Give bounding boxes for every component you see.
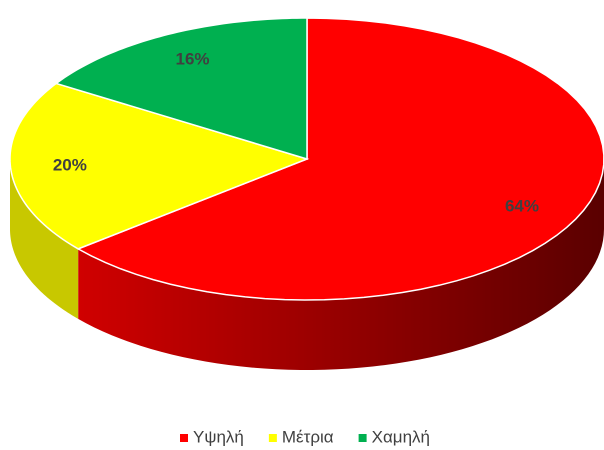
legend-label: Υψηλή xyxy=(193,427,244,446)
legend-swatch xyxy=(358,434,367,442)
legend-swatch xyxy=(180,434,188,442)
data-label: 20% xyxy=(53,156,87,175)
slice xyxy=(54,17,308,161)
data-label: 16% xyxy=(176,50,210,69)
slice xyxy=(76,17,604,301)
slice-side xyxy=(10,159,79,319)
legend-label: Μέτρια xyxy=(282,427,334,446)
slice-side xyxy=(78,159,604,370)
legend-label: Χαμηλή xyxy=(372,427,430,446)
slice xyxy=(9,82,310,250)
data-label: 64% xyxy=(505,197,539,216)
legend-swatch xyxy=(268,434,277,442)
